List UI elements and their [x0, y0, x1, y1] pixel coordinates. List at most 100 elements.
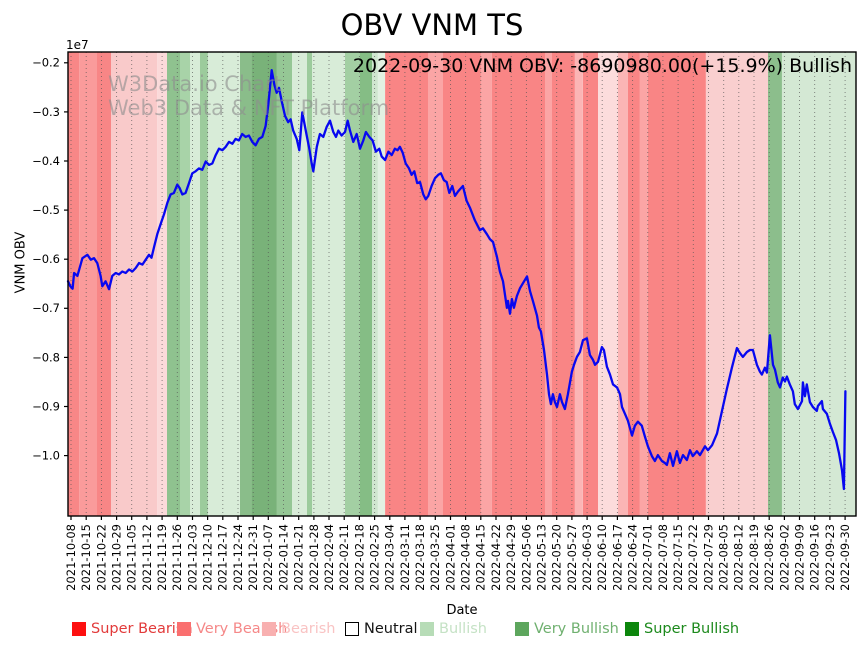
sentiment-band: [251, 52, 277, 516]
x-tick-label: 2022-01-07: [261, 524, 275, 591]
x-tick-label: 2022-07-22: [686, 524, 700, 591]
last-value-annotation: 2022-09-30 VNM OBV: -8690980.00(+15.9%) …: [352, 55, 852, 77]
y-tick-label: −0.4: [32, 154, 60, 168]
legend-swatch-icon: [72, 622, 86, 636]
sentiment-band: [360, 52, 372, 516]
x-tick-label: 2022-06-17: [610, 524, 624, 591]
legend-swatch-icon: [515, 622, 529, 636]
x-tick-label: 2022-07-08: [656, 524, 670, 591]
x-tick-label: 2022-03-25: [428, 524, 442, 591]
sentiment-band: [639, 52, 648, 516]
x-tick-label: 2021-12-03: [185, 524, 199, 591]
x-tick-label: 2022-03-04: [383, 524, 397, 591]
sentiment-band: [583, 52, 598, 516]
sentiment-band: [705, 52, 768, 516]
y-tick-label: −0.6: [32, 252, 60, 266]
background-band-layer: [68, 52, 856, 516]
sentiment-band: [111, 52, 158, 516]
x-tick-label: 2022-08-12: [732, 524, 746, 591]
x-tick-label: 2022-06-24: [626, 524, 640, 591]
x-tick-label: 2022-07-29: [701, 524, 715, 591]
legend-label: Very Bullish: [534, 621, 619, 637]
x-tick-label: 2022-04-08: [459, 524, 473, 591]
x-tick-label: 2022-06-03: [580, 524, 594, 591]
sentiment-band: [377, 52, 385, 516]
x-tick-label: 2022-05-27: [565, 524, 579, 591]
sentiment-band: [292, 52, 307, 516]
x-tick-label: 2021-12-17: [216, 524, 230, 591]
sentiment-band: [627, 52, 640, 516]
legend-swatch-icon: [262, 622, 276, 636]
x-tick-label: 2022-04-01: [443, 524, 457, 591]
y-tick-label: −0.7: [32, 301, 60, 315]
x-tick-label: 2021-10-08: [64, 524, 78, 591]
x-tick-layer: 2021-10-08 2021-10-15 2021-10-22 2021-10-29…: [64, 516, 852, 591]
x-tick-label: 2022-04-29: [504, 524, 518, 591]
x-tick-label: 2022-07-15: [671, 524, 685, 591]
y-tick-label: −0.8: [32, 350, 60, 364]
x-tick-label: 2022-01-14: [276, 524, 290, 591]
legend-item-super-bearish: Super Bearish: [72, 621, 193, 637]
watermark-line2: Web3 Data & NFT Platform: [108, 96, 390, 120]
legend-item-bullish: Bullish: [420, 621, 487, 637]
x-tick-label: 2021-11-05: [125, 524, 139, 591]
x-tick-label: 2022-02-11: [337, 524, 351, 591]
x-axis-label: Date: [446, 603, 478, 618]
x-tick-label: 2022-08-26: [762, 524, 776, 591]
legend-label: Super Bullish: [644, 621, 740, 637]
x-tick-label: 2021-10-22: [94, 524, 108, 591]
legend-item-super-bullish: Super Bullish: [625, 621, 739, 637]
legend-label: Neutral: [364, 621, 418, 637]
watermark: W3Data.io Chart Web3 Data & NFT Platform: [108, 72, 389, 120]
x-tick-label: 2022-09-02: [777, 524, 791, 591]
legend-swatch-icon: [345, 622, 359, 636]
legend-swatch-icon: [420, 622, 434, 636]
y-axis-label: VNM OBV: [13, 231, 29, 294]
sentiment-band: [443, 52, 481, 516]
x-tick-label: 2022-03-18: [413, 524, 427, 591]
sentiment-band: [491, 52, 545, 516]
y-tick-label: −0.3: [32, 105, 60, 119]
x-tick-label: 2022-08-05: [717, 524, 731, 591]
sentiment-band: [574, 52, 583, 516]
sentiment-band: [545, 52, 552, 516]
x-tick-label: 2022-02-04: [322, 524, 336, 591]
x-tick-label: 2022-05-06: [519, 524, 533, 591]
sentiment-band: [207, 52, 240, 516]
sentiment-band: [385, 52, 429, 516]
y-axis-offset-label: 1e7: [66, 38, 89, 52]
sentiment-band: [240, 52, 252, 516]
x-tick-label: 2021-10-29: [110, 524, 124, 591]
y-tick-label: −0.2: [32, 56, 60, 70]
x-tick-label: 2022-02-18: [352, 524, 366, 591]
sentiment-band: [312, 52, 345, 516]
x-tick-label: 2022-08-19: [747, 524, 761, 591]
x-tick-label: 2022-01-28: [307, 524, 321, 591]
sentiment-band: [617, 52, 628, 516]
x-tick-label: 2022-02-25: [368, 524, 382, 591]
y-tick-label: −1.0: [32, 449, 60, 463]
sentiment-band: [768, 52, 782, 516]
x-tick-label: 2022-09-30: [838, 524, 852, 591]
x-tick-label: 2021-12-10: [201, 524, 215, 591]
x-tick-label: 2022-09-16: [808, 524, 822, 591]
gridline-layer: [70, 52, 846, 516]
legend-item-very-bullish: Very Bullish: [515, 621, 619, 637]
x-tick-label: 2021-11-19: [155, 524, 169, 591]
sentiment-band: [200, 52, 208, 516]
x-tick-label: 2021-11-12: [140, 524, 154, 591]
x-tick-label: 2022-01-21: [292, 524, 306, 591]
legend-swatch-icon: [177, 622, 191, 636]
x-tick-label: 2022-07-01: [641, 524, 655, 591]
legend-swatch-icon: [625, 622, 639, 636]
legend-label: Bullish: [439, 621, 487, 637]
x-tick-label: 2022-04-22: [489, 524, 503, 591]
sentiment-band: [647, 52, 706, 516]
x-tick-label: 2022-09-23: [823, 524, 837, 591]
x-tick-label: 2021-10-15: [79, 524, 93, 591]
legend-item-bearish: Bearish: [262, 621, 336, 637]
x-tick-label: 2022-06-10: [595, 524, 609, 591]
obv-line: [66, 69, 847, 491]
y-tick-layer: −0.2 −0.3 −0.4 −0.5 −0.6 −0.7 −0.8 −0.9 −1.0: [32, 56, 68, 463]
